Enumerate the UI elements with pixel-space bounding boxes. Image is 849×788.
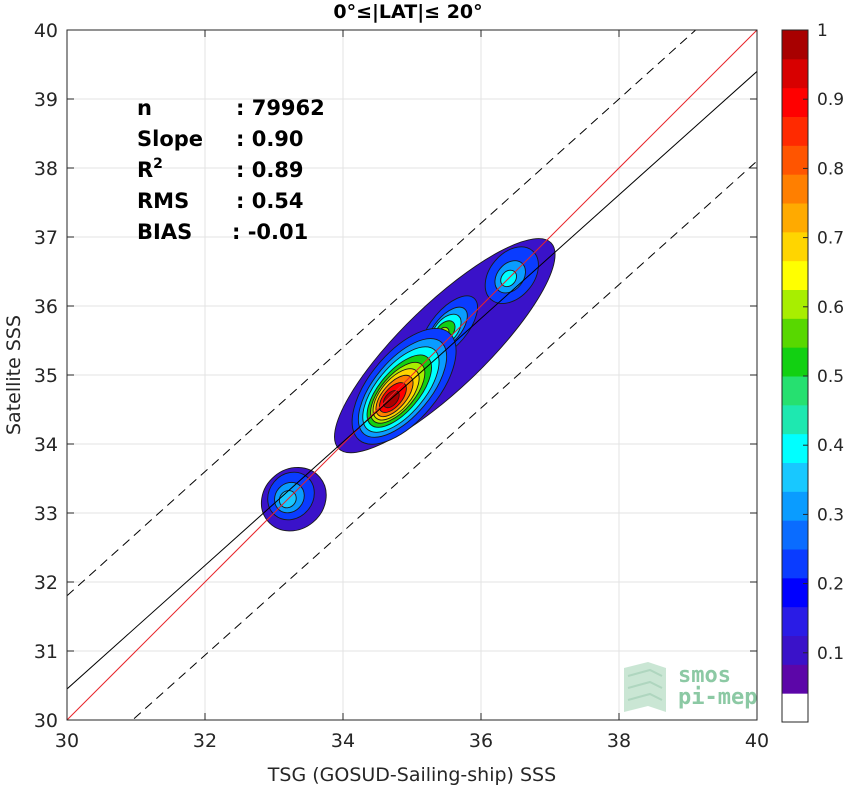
- grid: [67, 30, 757, 720]
- y-tick-label: 32: [34, 572, 58, 594]
- colorbar-tick-label: 0.6: [817, 298, 844, 318]
- stat-label: n: [137, 96, 152, 120]
- colorbar-swatch: [782, 203, 808, 233]
- x-tick-label: 32: [193, 730, 217, 752]
- reference-line: [67, 71, 757, 690]
- y-tick-label: 30: [34, 710, 58, 732]
- colorbar-swatch: [782, 376, 808, 406]
- colorbar-tick-label: 0.9: [817, 90, 844, 110]
- colorbar-swatch: [782, 433, 808, 463]
- y-axis-label: Satellite SSS: [3, 315, 25, 435]
- colorbar: 0.1 0.2 0.3 0.4 0.5 0.6 0.7 0.8 0.9 1: [781, 21, 844, 723]
- colorbar-swatch: [782, 145, 808, 175]
- colorbar-swatch: [782, 87, 808, 117]
- y-axis-ticks: 30 31 32 33 34 35 36 37 38 39 40: [34, 20, 757, 732]
- smos-pi-mep-logo: smos pi-mep: [624, 662, 757, 712]
- colorbar-tick-label: 0.3: [817, 505, 844, 525]
- y-tick-label: 36: [34, 296, 58, 318]
- colorbar-swatch: [782, 693, 808, 723]
- reference-line: [67, 30, 757, 720]
- colorbar-swatch: [782, 664, 808, 694]
- colorbar-swatch: [782, 462, 808, 492]
- colorbar-tick-label: 0.1: [817, 644, 844, 664]
- colorbar-swatch: [782, 635, 808, 665]
- colorbar-swatch: [782, 520, 808, 550]
- colorbar-tick-label: 0.2: [817, 575, 844, 595]
- colorbar-tick-label: 0.8: [817, 159, 844, 179]
- reference-line: [67, 30, 697, 597]
- y-tick-label: 38: [34, 158, 58, 180]
- colorbar-swatch: [782, 30, 808, 60]
- x-tick-label: 34: [331, 730, 355, 752]
- colorbar-tick-label: 1: [817, 21, 828, 41]
- colorbar-swatch: [782, 174, 808, 204]
- logo-line-2: pi-mep: [678, 685, 757, 710]
- stat-value: : 0.89: [236, 158, 304, 182]
- colorbar-swatch: [782, 491, 808, 521]
- colorbar-tick-label: 0.7: [817, 229, 844, 249]
- x-tick-label: 36: [469, 730, 493, 752]
- colorbar-swatch: [782, 347, 808, 377]
- y-tick-label: 40: [34, 20, 58, 42]
- colorbar-swatch: [782, 116, 808, 146]
- y-tick-label: 34: [34, 434, 58, 456]
- stat-value: : 79962: [236, 96, 325, 120]
- colorbar-swatch: [782, 260, 808, 290]
- colorbar-swatch: [782, 606, 808, 636]
- y-tick-label: 31: [34, 641, 58, 663]
- x-tick-label: 38: [607, 730, 631, 752]
- colorbar-swatch: [782, 289, 808, 319]
- colorbar-swatch: [782, 58, 808, 89]
- colorbar-swatch: [782, 577, 808, 608]
- colorbar-swatch: [782, 549, 808, 579]
- stat-superscript: 2: [153, 156, 163, 172]
- stat-value: : -0.01: [232, 220, 308, 244]
- colorbar-tick-label: 0.5: [817, 367, 844, 387]
- reference-line: [131, 160, 757, 720]
- reference-lines: [67, 30, 757, 720]
- stat-label: BIAS: [137, 220, 192, 244]
- y-tick-label: 39: [34, 89, 58, 111]
- chart-title: 0°≤|LAT|≤ 20°: [333, 1, 482, 23]
- stat-value: : 0.90: [236, 127, 304, 151]
- x-axis-label: TSG (GOSUD-Sailing-ship) SSS: [267, 764, 556, 786]
- y-tick-label: 35: [34, 365, 58, 387]
- colorbar-tick-label: 0.4: [817, 436, 844, 456]
- logo-line-1: smos: [678, 663, 731, 688]
- y-tick-label: 33: [34, 503, 58, 525]
- x-axis-ticks: 30 32 34 36 38 40: [55, 30, 769, 752]
- colorbar-swatch: [782, 318, 808, 348]
- stat-value: : 0.54: [236, 189, 304, 213]
- stat-label: RMS: [137, 189, 189, 213]
- colorbar-swatch: [782, 231, 808, 262]
- y-tick-label: 37: [34, 227, 58, 249]
- colorbar-swatch: [782, 404, 808, 435]
- stat-label: Slope: [137, 127, 203, 151]
- x-tick-label: 40: [745, 730, 769, 752]
- x-tick-label: 30: [55, 730, 79, 752]
